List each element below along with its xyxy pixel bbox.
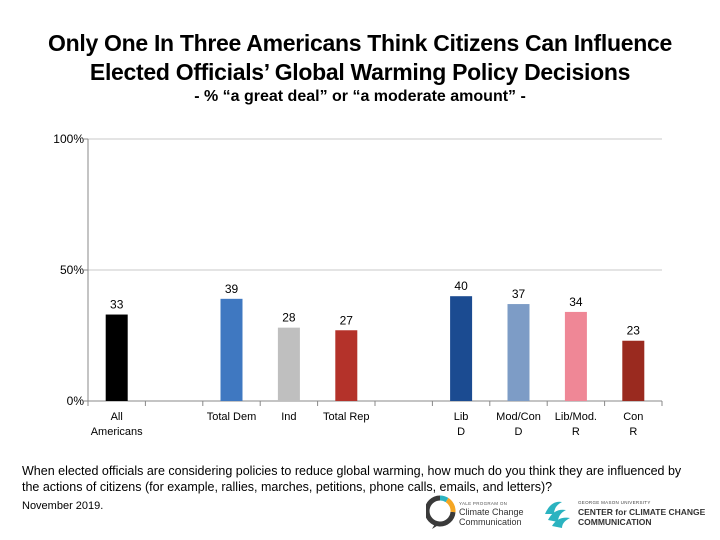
x-tick-label: Americans xyxy=(91,426,143,438)
chart-subtitle: - % “a great deal” or “a moderate amount… xyxy=(194,88,526,105)
data-label: 34 xyxy=(569,295,583,309)
x-tick-label: Ind xyxy=(281,411,296,423)
y-tick-label: 100% xyxy=(53,132,84,146)
bar xyxy=(564,311,587,401)
x-tick-label: Con xyxy=(623,411,643,423)
gmu-logo-line2: CENTER for CLIMATE CHANGE xyxy=(578,507,706,517)
x-tick-label: Mod/Con xyxy=(496,411,541,423)
data-label: 39 xyxy=(225,282,239,296)
x-tick-label: R xyxy=(629,426,637,438)
bar-chart: 0% 50% 100% 33 All Americans 39 Total Dem 28 Ind 2… xyxy=(53,132,663,438)
data-label: 40 xyxy=(454,279,468,293)
survey-date: November 2019. xyxy=(22,500,104,512)
x-tick-label: All xyxy=(111,411,123,423)
bar xyxy=(335,330,358,401)
survey-question: When elected officials are considering p… xyxy=(22,464,682,494)
x-tick-label: D xyxy=(457,426,465,438)
yale-climate-logo: YALE PROGRAM ON Climate Change Communica… xyxy=(426,495,524,529)
y-tick-label: 50% xyxy=(60,263,84,277)
x-tick-label: D xyxy=(515,426,523,438)
data-label: 33 xyxy=(110,298,124,312)
gmu-center-logo: GEORGE MASON UNIVERSITY CENTER for CLIMA… xyxy=(545,500,706,528)
yale-swirl-icon xyxy=(426,495,456,529)
chart-title-line2: Elected Officials’ Global Warming Policy… xyxy=(89,59,631,85)
gmu-logo-line1: GEORGE MASON UNIVERSITY xyxy=(578,500,651,505)
x-tick-label: Total Rep xyxy=(323,411,369,423)
bar xyxy=(507,304,530,401)
x-tick-label: Total Dem xyxy=(207,411,257,423)
y-tick-label: 0% xyxy=(67,394,85,408)
data-label: 28 xyxy=(282,311,296,325)
data-label: 37 xyxy=(512,287,526,301)
gmu-wave-icon xyxy=(545,501,570,528)
bar xyxy=(450,296,473,401)
data-label: 27 xyxy=(340,313,354,327)
x-tick-label: Lib/Mod. xyxy=(555,411,597,423)
x-tick-label: Lib xyxy=(454,411,469,423)
bar xyxy=(622,340,645,401)
bar xyxy=(105,314,128,401)
x-tick-label: R xyxy=(572,426,580,438)
bar xyxy=(220,298,243,401)
bar xyxy=(277,327,300,401)
yale-logo-line2: Climate Change xyxy=(459,507,524,517)
yale-logo-line1: YALE PROGRAM ON xyxy=(459,501,507,506)
data-label: 23 xyxy=(627,324,641,338)
yale-logo-line3: Communication xyxy=(459,517,522,527)
chart-title-line1: Only One In Three Americans Think Citize… xyxy=(48,30,672,56)
gmu-logo-line3: COMMUNICATION xyxy=(578,517,652,527)
